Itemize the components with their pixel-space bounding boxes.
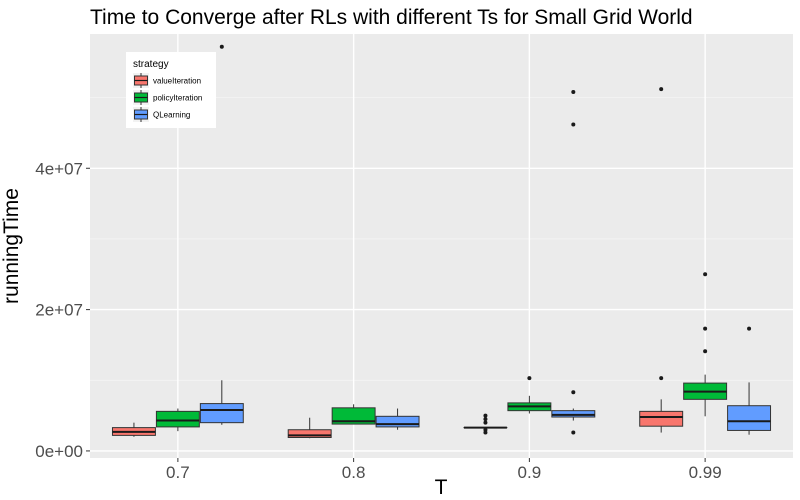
x-tick-label: 0.8 <box>342 463 366 482</box>
outlier-point <box>659 376 664 381</box>
box-body <box>639 410 684 427</box>
box-valueIteration-0.8 <box>287 417 332 439</box>
box-policyIteration-0.9 <box>507 376 552 414</box>
legend-item-QLearning: QLearning <box>133 107 190 122</box>
outlier-point <box>571 430 576 435</box>
legend-label: valueIteration <box>153 77 201 86</box>
legend-item-policyIteration: policyIteration <box>133 90 202 105</box>
box-QLearning-0.8 <box>375 408 420 430</box>
outlier-point <box>483 420 488 425</box>
outlier-point <box>483 427 488 432</box>
box-body <box>331 407 376 425</box>
box-policyIteration-0.99 <box>683 272 728 417</box>
outlier-point <box>483 417 488 422</box>
chart-title: Time to Converge after RLs with differen… <box>90 6 693 29</box>
x-tick-label: 0.99 <box>689 463 722 482</box>
legend: strategy valueIteration policyIteration QL… <box>126 52 216 128</box>
y-axis: 0e+00 2e+07 4e+07 <box>35 159 90 461</box>
outlier-point <box>571 122 576 127</box>
box-valueIteration-0.99 <box>639 87 684 433</box>
outlier-point <box>703 326 708 331</box>
y-axis-title: runningTime <box>0 188 23 304</box>
outlier-point <box>747 326 752 331</box>
box-body <box>375 415 420 428</box>
box-QLearning-0.99 <box>727 326 772 435</box>
box-valueIteration-0.9 <box>463 413 508 435</box>
box-QLearning-0.9 <box>551 89 596 435</box>
outlier-point <box>483 413 488 418</box>
box-policyIteration-0.7 <box>155 408 200 432</box>
legend-title: strategy <box>133 59 169 70</box>
x-axis: 0.7 0.8 0.9 0.99 <box>166 458 722 482</box>
y-tick-label: 4e+07 <box>35 159 83 178</box>
outlier-point <box>483 430 488 435</box>
outlier-point <box>571 390 576 395</box>
box-body <box>155 410 200 428</box>
outlier-point <box>527 376 532 381</box>
legend-item-valueIteration: valueIteration <box>133 73 201 88</box>
legend-label: QLearning <box>153 111 190 120</box>
legend-items: valueIteration policyIteration QLearning <box>133 73 202 122</box>
outlier-point <box>703 349 708 354</box>
legend-label: policyIteration <box>153 94 202 103</box>
box-body <box>551 410 596 418</box>
x-tick-label: 0.9 <box>518 463 542 482</box>
box-policyIteration-0.8 <box>331 404 376 425</box>
y-tick-label: 0e+00 <box>35 442 83 461</box>
y-tick-label: 2e+07 <box>35 301 83 320</box>
outlier-point <box>219 44 224 49</box>
outlier-point <box>571 89 576 94</box>
box-valueIteration-0.7 <box>111 422 156 437</box>
box-body <box>727 405 772 431</box>
boxes <box>111 44 772 439</box>
box-body <box>199 403 244 424</box>
box-body <box>287 429 332 439</box>
x-axis-title: T <box>435 476 448 499</box>
box-QLearning-0.7 <box>199 44 244 425</box>
x-tick-label: 0.7 <box>166 463 190 482</box>
outlier-point <box>703 272 708 277</box>
outlier-point <box>659 87 664 92</box>
